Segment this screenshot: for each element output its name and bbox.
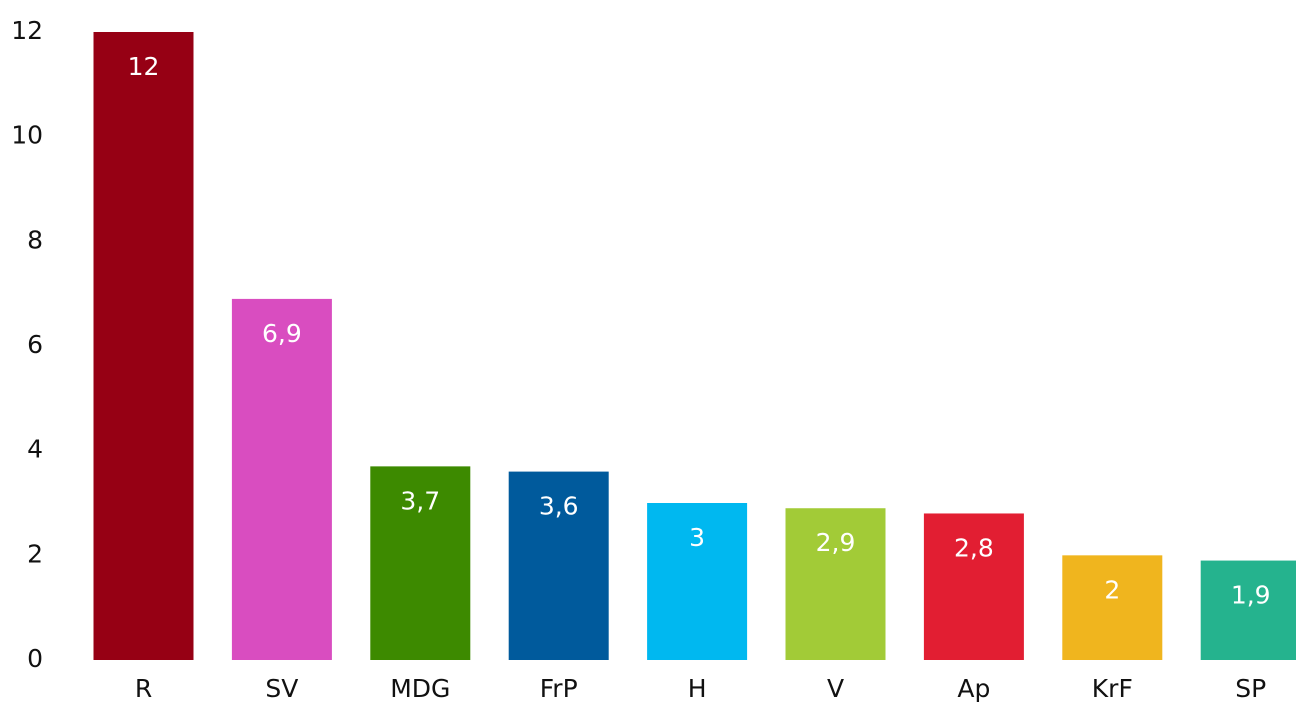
bar	[370, 466, 471, 660]
bar	[785, 508, 886, 660]
y-tick-label: 8	[27, 225, 43, 254]
bar	[647, 503, 748, 660]
x-tick-label: MDG	[390, 674, 450, 703]
value-label: 1,9	[1231, 581, 1271, 610]
y-tick-label: 6	[27, 330, 43, 359]
y-tick-label: 12	[11, 16, 43, 45]
y-tick-label: 0	[27, 644, 43, 673]
x-tick-label: H	[688, 674, 707, 703]
value-label: 6,9	[262, 319, 302, 348]
x-tick-label: V	[827, 674, 844, 703]
bar	[923, 513, 1024, 660]
bar	[1062, 555, 1163, 660]
value-label: 2,9	[816, 528, 856, 557]
x-tick-label: KrF	[1092, 674, 1133, 703]
value-label: 12	[128, 52, 160, 81]
bar	[1200, 560, 1296, 660]
bar	[508, 471, 609, 660]
x-tick-label: SP	[1235, 674, 1266, 703]
y-tick-label: 2	[27, 539, 43, 568]
x-tick-label: Ap	[957, 674, 990, 703]
y-tick-label: 10	[11, 121, 43, 150]
x-tick-label: R	[135, 674, 152, 703]
value-label: 3	[689, 523, 705, 552]
value-label: 3,6	[539, 492, 579, 521]
y-tick-label: 4	[27, 435, 43, 464]
x-tick-label: SV	[265, 674, 298, 703]
bar	[231, 298, 332, 660]
x-tick-label: FrP	[540, 674, 578, 703]
value-label: 3,7	[400, 486, 440, 515]
value-label: 2,8	[954, 533, 994, 562]
value-label: 2	[1104, 575, 1120, 604]
bar	[93, 32, 194, 660]
